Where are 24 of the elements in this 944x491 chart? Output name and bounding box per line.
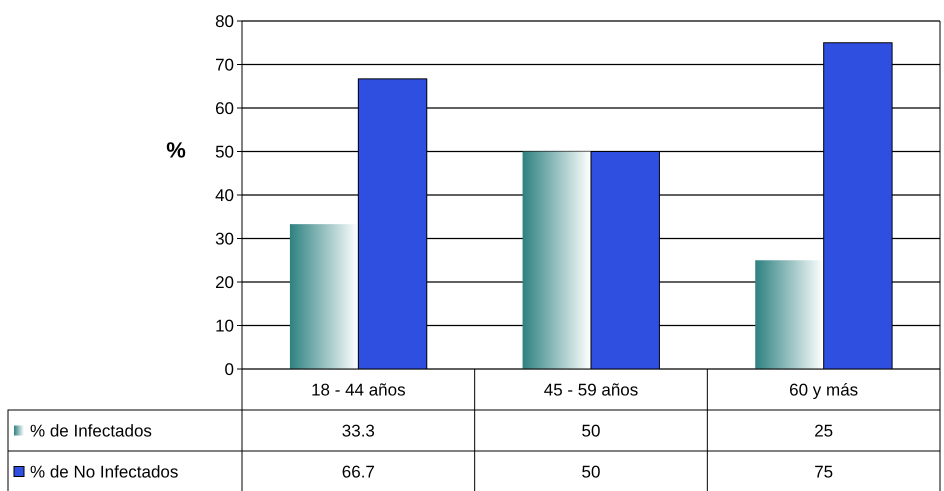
data-label: 75	[814, 462, 834, 482]
legend-label: % de Infectados	[30, 421, 152, 440]
legend-label: % de No Infectados	[30, 462, 178, 482]
x-tick-label: 18 - 44 años	[311, 380, 406, 400]
y-tick-label: 30	[215, 229, 234, 248]
data-label: 33.3	[342, 421, 375, 440]
y-tick-label: 50	[215, 142, 234, 162]
bar	[755, 260, 824, 369]
y-tick-label: 80	[215, 12, 234, 31]
x-tick-label: 45 - 59 años	[544, 380, 638, 400]
y-tick-label: 10	[215, 316, 234, 336]
y-tick-label: 0	[224, 360, 234, 379]
bar	[522, 152, 591, 369]
y-tick-label: 20	[215, 272, 234, 292]
data-label: 50	[582, 462, 600, 482]
y-tick-label: 60	[215, 98, 234, 118]
data-label: 50	[582, 421, 600, 440]
data-label: 66.7	[342, 462, 375, 482]
y-tick-label: 40	[215, 186, 234, 205]
bar	[290, 224, 358, 369]
y-tick-label: 70	[215, 55, 234, 74]
x-tick-label: 60 y más	[789, 380, 858, 400]
data-label: 25	[814, 421, 834, 440]
y-axis-title: %	[166, 138, 186, 163]
